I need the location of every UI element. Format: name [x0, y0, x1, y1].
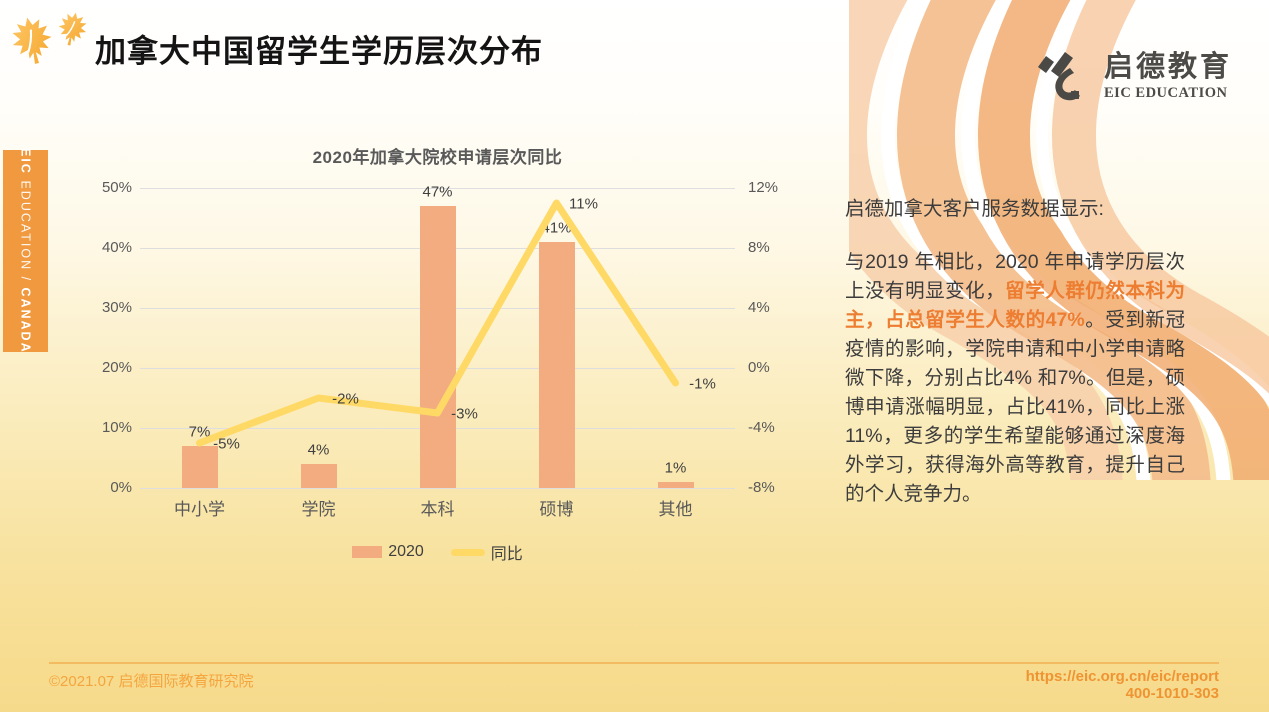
- logo-cn-text: 启德教育: [1104, 51, 1233, 84]
- gridline: [140, 188, 735, 189]
- paragraph-emphasis: 留学人群仍然本科为主，占总留学生人数的47%: [845, 280, 1185, 331]
- footer-contact: https://eic.org.cn/eic/report 400-1010-3…: [1026, 668, 1219, 702]
- bar-value-label: 47%: [422, 183, 453, 201]
- category-label: 硕博: [539, 500, 574, 519]
- category-label: 本科: [420, 500, 455, 519]
- bar-2020: [300, 464, 337, 488]
- footer-url: https://eic.org.cn/eic/report: [1025, 668, 1219, 685]
- sidebar-tab-canada: EIC EDUCATION / CANADA: [3, 148, 48, 354]
- line-value-label: -5%: [213, 435, 240, 453]
- eic-logo: 启德教育 EIC EDUCATION: [1032, 46, 1232, 108]
- category-label: 中小学: [174, 500, 225, 519]
- logo-en-text: EIC EDUCATION: [1104, 85, 1228, 102]
- right-axis-tick: 12%: [748, 179, 779, 196]
- bar-value-label: 41%: [541, 219, 572, 237]
- right-axis-tick: 8%: [748, 239, 770, 256]
- left-axis-tick: 10%: [101, 419, 132, 436]
- text-panel-heading: 启德加拿大客户服务数据显示:: [845, 198, 1104, 220]
- eic-logo-icon: [1038, 52, 1080, 101]
- paragraph-text: 与2019 年相比，2020 年申请学历层次上没有明显变化，: [845, 251, 1185, 302]
- bar-value-label: 1%: [664, 459, 687, 477]
- maple-leaves-icon: [12, 12, 87, 64]
- footer-divider: [49, 662, 1219, 664]
- legend-label: 2020: [388, 543, 424, 560]
- trend-line: [196, 199, 679, 447]
- bar-value-label: 4%: [307, 441, 330, 459]
- legend-label: 同比: [490, 546, 523, 563]
- bar-2020: [419, 206, 456, 488]
- chart-legend: 2020 同比: [140, 540, 735, 564]
- page-title: 加拿大中国留学生学历层次分布: [95, 34, 543, 69]
- left-axis-tick: 40%: [101, 239, 132, 256]
- left-axis-tick: 20%: [101, 359, 132, 376]
- bar-2020: [657, 482, 694, 488]
- footer-phone: 400-1010-303: [1125, 685, 1219, 702]
- paragraph-text: 。受到新冠疫情的影响，学院申请和中小学申请略微下降，分别占比4% 和7%。但是，…: [845, 309, 1185, 505]
- legend-item-同比: 同比: [450, 540, 523, 564]
- line-value-label: -1%: [689, 375, 716, 393]
- category-label: 其他: [658, 500, 693, 519]
- legend-item-2020: 2020: [352, 543, 424, 561]
- legend-line-swatch: [450, 548, 485, 556]
- bar-value-label: 7%: [188, 423, 211, 441]
- category-label: 学院: [301, 500, 336, 519]
- sidebar-tab-label: EIC EDUCATION / CANADA: [18, 148, 33, 354]
- left-axis-tick: 0%: [110, 479, 132, 496]
- right-axis-tick: 0%: [748, 359, 770, 376]
- chart: 2020年加拿大院校申请层次同比 7% 4% 47% 41% 1% -5% -2% -3% 11…: [85, 135, 795, 585]
- left-axis-tick: 30%: [101, 299, 132, 316]
- right-axis-tick: 4%: [748, 299, 770, 316]
- plot-area: 7% 4% 47% 41% 1% -5% -2% -3% 11% -1%: [140, 184, 735, 489]
- bar-2020: [538, 242, 575, 488]
- line-value-label: 11%: [569, 195, 598, 213]
- right-axis-tick: -4%: [748, 419, 775, 436]
- right-axis-tick: -8%: [748, 479, 775, 496]
- line-value-label: -3%: [451, 405, 478, 423]
- line-value-label: -2%: [332, 390, 359, 408]
- chart-title: 2020年加拿大院校申请层次同比: [312, 148, 563, 167]
- text-panel-paragraph: 与2019 年相比，2020 年申请学历层次上没有明显变化，留学人群仍然本科为主…: [845, 248, 1185, 509]
- footer-copyright: ©2021.07 启德国际教育研究院: [49, 673, 254, 690]
- gridline: [140, 488, 735, 489]
- bar-2020: [181, 446, 218, 488]
- left-axis-tick: 50%: [101, 179, 132, 196]
- text-panel: 启德加拿大客户服务数据显示: 与2019 年相比，2020 年申请学历层次上没有…: [845, 195, 1185, 509]
- legend-bar-swatch: [352, 546, 383, 558]
